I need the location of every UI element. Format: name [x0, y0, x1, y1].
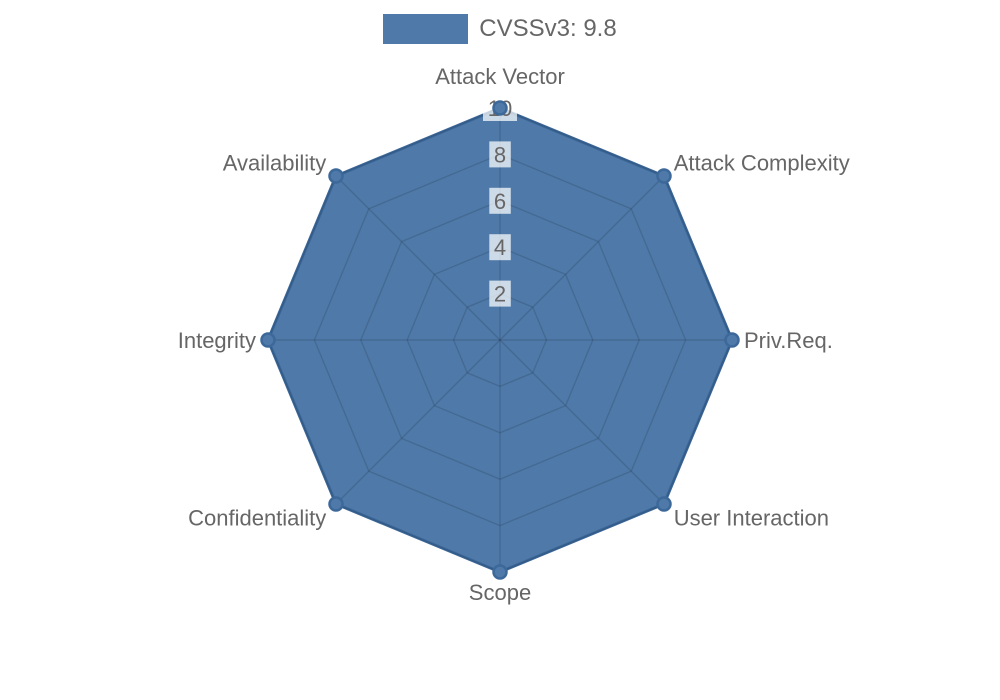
axis-label-user-interaction: User Interaction [674, 506, 829, 531]
axis-label-confidentiality: Confidentiality [188, 506, 326, 531]
axis-label-scope: Scope [469, 580, 531, 605]
tick-backdrop [489, 187, 511, 214]
tick-backdrop [489, 234, 511, 261]
tick-label: 2 [494, 282, 506, 307]
radar-point-marker [260, 332, 276, 348]
axis-label-integrity: Integrity [178, 328, 256, 353]
tick-backdrop [489, 280, 511, 307]
axis-label-attack-vector: Attack Vector [435, 64, 565, 89]
radar-axis-spoke [499, 339, 665, 505]
axis-label-priv-req: Priv.Req. [744, 328, 833, 353]
radar-grid-ring [313, 153, 687, 527]
radar-point-marker [328, 496, 344, 512]
radar-point-marker [492, 564, 508, 580]
legend-label: CVSSv3: 9.8 [479, 15, 617, 42]
radar-axis-spoke [499, 175, 665, 341]
tick-label: 4 [494, 235, 506, 260]
radar-point-marker [328, 168, 344, 184]
radar-grid-ring [360, 200, 640, 480]
radar-axis-spoke [335, 175, 501, 341]
chart-legend-item[interactable]: CVSSv3: 9.8 [0, 14, 1000, 44]
tick-backdrop [489, 141, 511, 168]
radar-point-marker [724, 332, 740, 348]
radar-point-marker [656, 496, 672, 512]
radar-grid-ring [406, 246, 594, 434]
tick-label: 6 [494, 189, 506, 214]
radar-grid-ring [452, 292, 548, 388]
radar-point-marker [656, 168, 672, 184]
tick-label: 8 [494, 142, 506, 167]
legend-swatch [383, 14, 469, 44]
axis-label-attack-complexity: Attack Complexity [674, 150, 850, 175]
radar-axis-spoke [335, 339, 501, 505]
radar-point-marker [492, 100, 508, 116]
axis-label-availability: Availability [223, 150, 327, 175]
